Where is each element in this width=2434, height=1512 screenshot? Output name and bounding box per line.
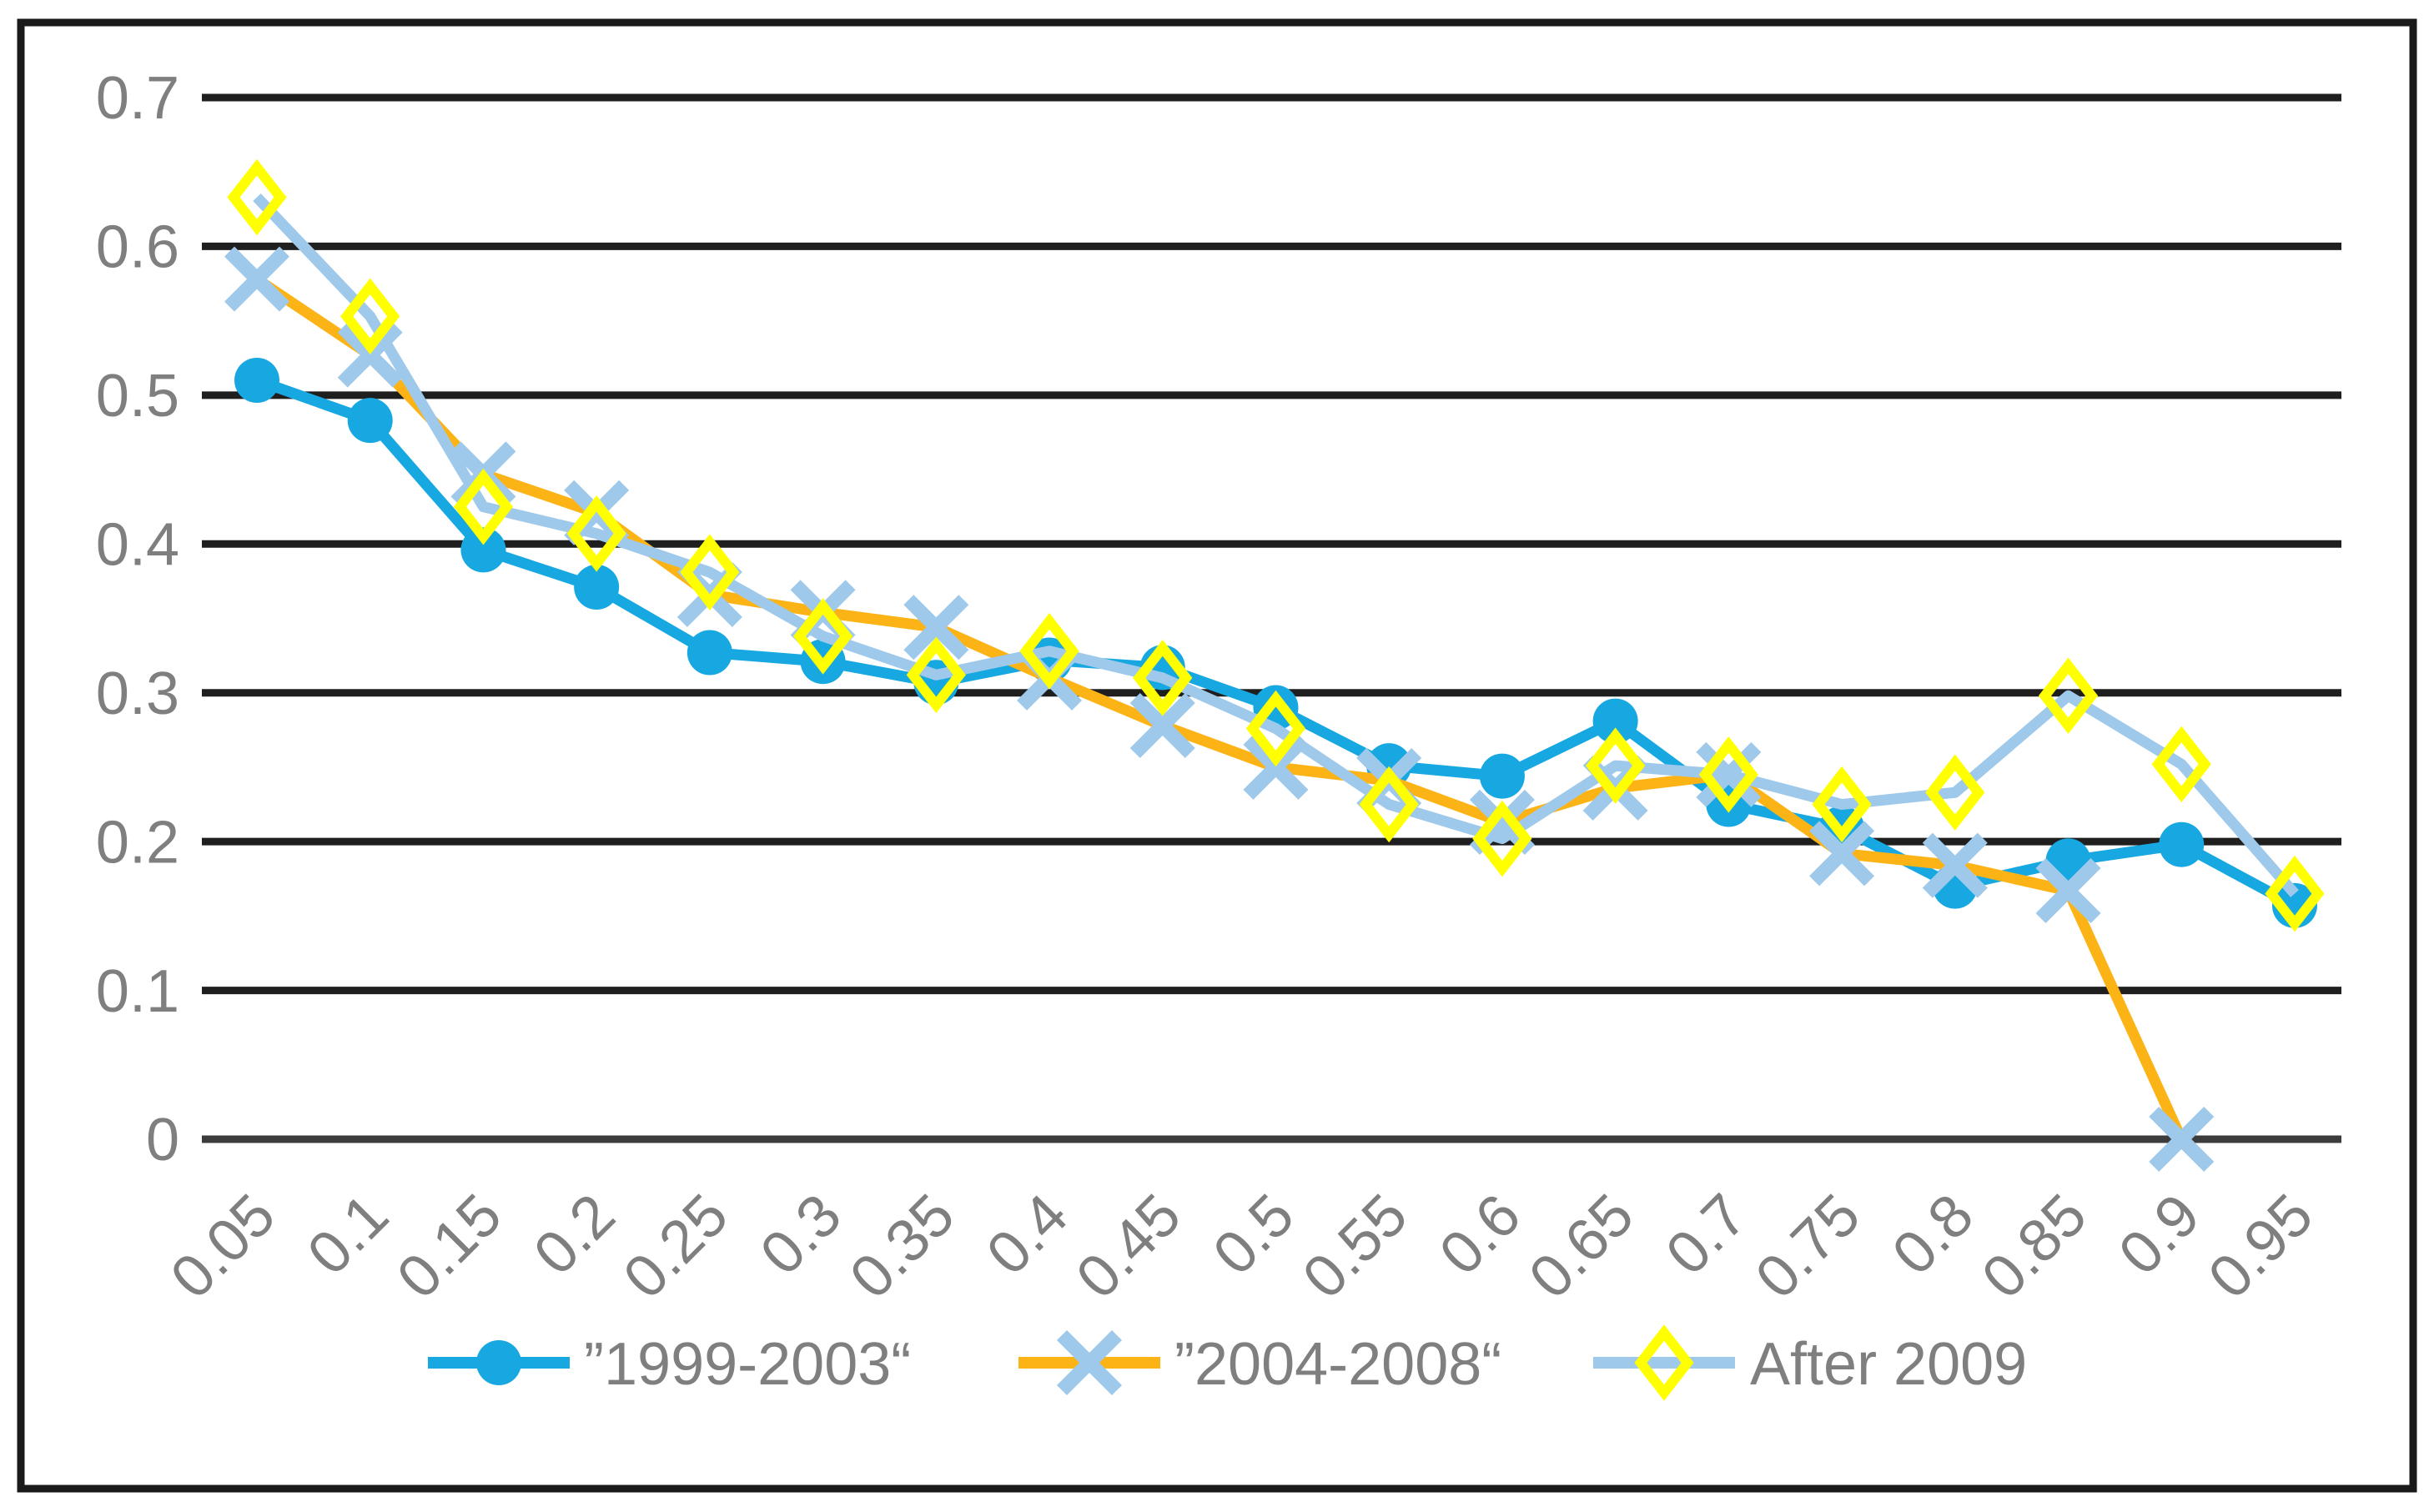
x-tick-label: 0.6 (1427, 1182, 1533, 1288)
x-tick-label: 0.5 (1200, 1182, 1306, 1288)
diamond-marker (1359, 766, 1419, 843)
circle-marker (2159, 821, 2205, 867)
diamond-marker (906, 636, 966, 714)
x-tick-label: 0.15 (385, 1182, 515, 1312)
y-tick-label: 0.6 (96, 214, 179, 281)
circle-marker (1592, 698, 1638, 744)
x-marker (2035, 858, 2101, 924)
x-tick-label: 0.1 (295, 1182, 401, 1288)
y-tick-label: 0.5 (96, 363, 179, 429)
x-tick-label: 0.9 (2106, 1182, 2212, 1288)
x-marker (1243, 734, 1309, 800)
diamond-marker (1586, 727, 1646, 804)
circle-marker (347, 398, 393, 444)
y-tick-label: 0.4 (96, 511, 179, 578)
diamond-marker (1472, 800, 1532, 877)
legend-label: ”1999-2003“ (584, 1331, 911, 1398)
y-tick-label: 0.3 (96, 661, 179, 727)
series-line (254, 274, 2187, 1142)
x-tick-label: 0.25 (611, 1182, 742, 1312)
diamond-marker (1133, 640, 1193, 716)
x-tick-label: 0.8 (1880, 1182, 1986, 1288)
diamond-marker (340, 278, 400, 355)
x-marker (1809, 821, 1875, 887)
x-tick-label: 0.85 (1969, 1182, 2100, 1312)
x-tick-label: 0.65 (1516, 1182, 1647, 1312)
diamond-marker (2265, 855, 2325, 932)
x-tick-label: 0.35 (837, 1182, 968, 1312)
legend-label: ”2004-2008“ (1174, 1331, 1501, 1398)
diamond-marker (566, 495, 626, 572)
series-line (253, 193, 2299, 897)
x-marker (2149, 1106, 2215, 1173)
x-tick-label: 0.7 (1653, 1182, 1759, 1288)
x-tick-label: 0.75 (1743, 1182, 1873, 1312)
circle-marker (1479, 753, 1525, 799)
x-tick-label: 0.95 (2196, 1182, 2326, 1312)
diamond-marker (2038, 657, 2099, 735)
diamond-marker (1245, 690, 1306, 767)
x-marker (1129, 692, 1195, 758)
diamond-marker (453, 468, 514, 545)
y-tick-label: 0 (146, 1107, 179, 1173)
circle-marker (460, 527, 506, 573)
diamond-marker (227, 158, 287, 236)
series-line (254, 374, 2298, 911)
x-tick-label: 0.05 (158, 1182, 289, 1312)
x-tick-label: 0.2 (521, 1182, 627, 1288)
diamond-marker (1019, 612, 1079, 690)
y-tick-label: 0.2 (96, 809, 179, 876)
circle-marker (686, 630, 732, 676)
circle-marker (574, 565, 620, 610)
x-tick-label: 0.4 (974, 1182, 1080, 1288)
x-marker (1056, 1329, 1123, 1396)
y-tick-label: 0.1 (96, 958, 179, 1025)
x-marker (1922, 832, 1988, 898)
diamond-marker (1925, 754, 1985, 831)
x-marker (224, 246, 290, 312)
diamond-marker (792, 598, 853, 675)
chart-border (17, 18, 2417, 1493)
circle-marker (234, 358, 279, 404)
x-tick-label: 0.55 (1290, 1182, 1421, 1312)
x-tick-label: 0.45 (1064, 1182, 1194, 1312)
y-tick-label: 0.7 (96, 65, 179, 132)
diamond-marker (1698, 736, 1758, 813)
diamond-marker (1812, 766, 1872, 843)
diamond-marker (2151, 726, 2211, 803)
x-marker (903, 595, 969, 661)
x-tick-label: 0.3 (748, 1182, 854, 1288)
legend-label: After 2009 (1750, 1331, 2027, 1398)
diamond-marker (680, 534, 740, 610)
diamond-marker (1634, 1324, 1694, 1401)
circle-marker (476, 1340, 521, 1385)
